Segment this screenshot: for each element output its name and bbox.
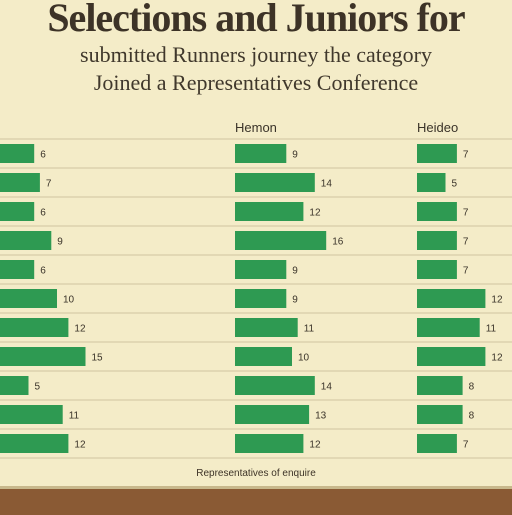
bar xyxy=(417,260,457,279)
bar xyxy=(417,144,457,163)
bar xyxy=(417,405,463,424)
bar xyxy=(417,376,463,395)
chart-footnote: Representatives of enquire xyxy=(196,468,316,479)
bar-value-label: 11 xyxy=(486,324,497,335)
bar xyxy=(417,289,486,308)
bar-value-label: 12 xyxy=(491,295,503,306)
bar xyxy=(235,434,304,453)
bar-value-label: 6 xyxy=(40,266,46,277)
bar xyxy=(0,289,57,308)
bar xyxy=(235,202,304,221)
bar xyxy=(417,347,486,366)
bar xyxy=(235,260,287,279)
bar-value-label: 9 xyxy=(57,237,63,248)
bar-value-label: 12 xyxy=(309,440,321,451)
bar-value-label: 9 xyxy=(292,150,298,161)
bar xyxy=(235,144,287,163)
bar-value-label: 13 xyxy=(315,411,327,422)
bar-value-label: 12 xyxy=(74,440,86,451)
bar-value-label: 7 xyxy=(463,208,469,219)
bar xyxy=(235,231,327,250)
bar-value-label: 14 xyxy=(321,179,333,190)
bar xyxy=(417,231,457,250)
bar xyxy=(0,173,40,192)
bar xyxy=(0,434,69,453)
bar xyxy=(417,202,457,221)
bar-value-label: 6 xyxy=(40,208,46,219)
bar xyxy=(0,260,35,279)
bar-value-label: 7 xyxy=(463,266,469,277)
bar xyxy=(417,318,480,337)
bar-value-label: 14 xyxy=(321,382,333,393)
bar xyxy=(235,376,315,395)
panel-header: Hemon xyxy=(235,120,277,135)
bar xyxy=(0,202,35,221)
bar-value-label: 16 xyxy=(332,237,344,248)
bar-value-label: 12 xyxy=(491,353,503,364)
bar-value-label: 6 xyxy=(40,150,46,161)
bar xyxy=(235,318,298,337)
bar xyxy=(0,405,63,424)
bar-value-label: 9 xyxy=(292,266,298,277)
bar xyxy=(235,347,292,366)
bar-value-label: 11 xyxy=(304,324,315,335)
bar-value-label: 10 xyxy=(63,295,75,306)
bar-value-label: 7 xyxy=(46,179,52,190)
bar-value-label: 8 xyxy=(469,382,475,393)
bar-value-label: 7 xyxy=(463,440,469,451)
bar xyxy=(235,405,310,424)
bar-value-label: 5 xyxy=(35,382,41,393)
bar-value-label: 12 xyxy=(74,324,86,335)
chart-title: Selections and Juniors for xyxy=(47,0,465,40)
chart-subtitle-line-1: submitted Runners journey the category xyxy=(80,42,432,67)
bar-value-label: 15 xyxy=(92,353,104,364)
bar-value-label: 11 xyxy=(69,411,80,422)
bar xyxy=(417,434,457,453)
bar xyxy=(235,173,315,192)
bar-value-label: 5 xyxy=(452,179,458,190)
bar-value-label: 9 xyxy=(292,295,298,306)
bar xyxy=(417,173,446,192)
bar-value-label: 8 xyxy=(469,411,475,422)
bar-value-label: 10 xyxy=(298,353,310,364)
bar-value-label: 12 xyxy=(309,208,321,219)
bar-chart-panels: 6 7 6 9 6 10 12 15 5 11 12 Hemon 9 14 12 16 9 9 11 10 14 13 12… xyxy=(0,120,512,459)
bar xyxy=(0,231,52,250)
bar xyxy=(0,144,35,163)
bar xyxy=(0,318,69,337)
bar-value-label: 7 xyxy=(463,150,469,161)
footer-band xyxy=(0,486,512,515)
chart-subtitle-line-2: Joined a Representatives Conference xyxy=(93,70,419,95)
bar xyxy=(0,347,86,366)
bar xyxy=(0,376,29,395)
bar xyxy=(235,289,287,308)
bar-value-label: 7 xyxy=(463,237,469,248)
panel-header: Heideo xyxy=(417,120,458,135)
